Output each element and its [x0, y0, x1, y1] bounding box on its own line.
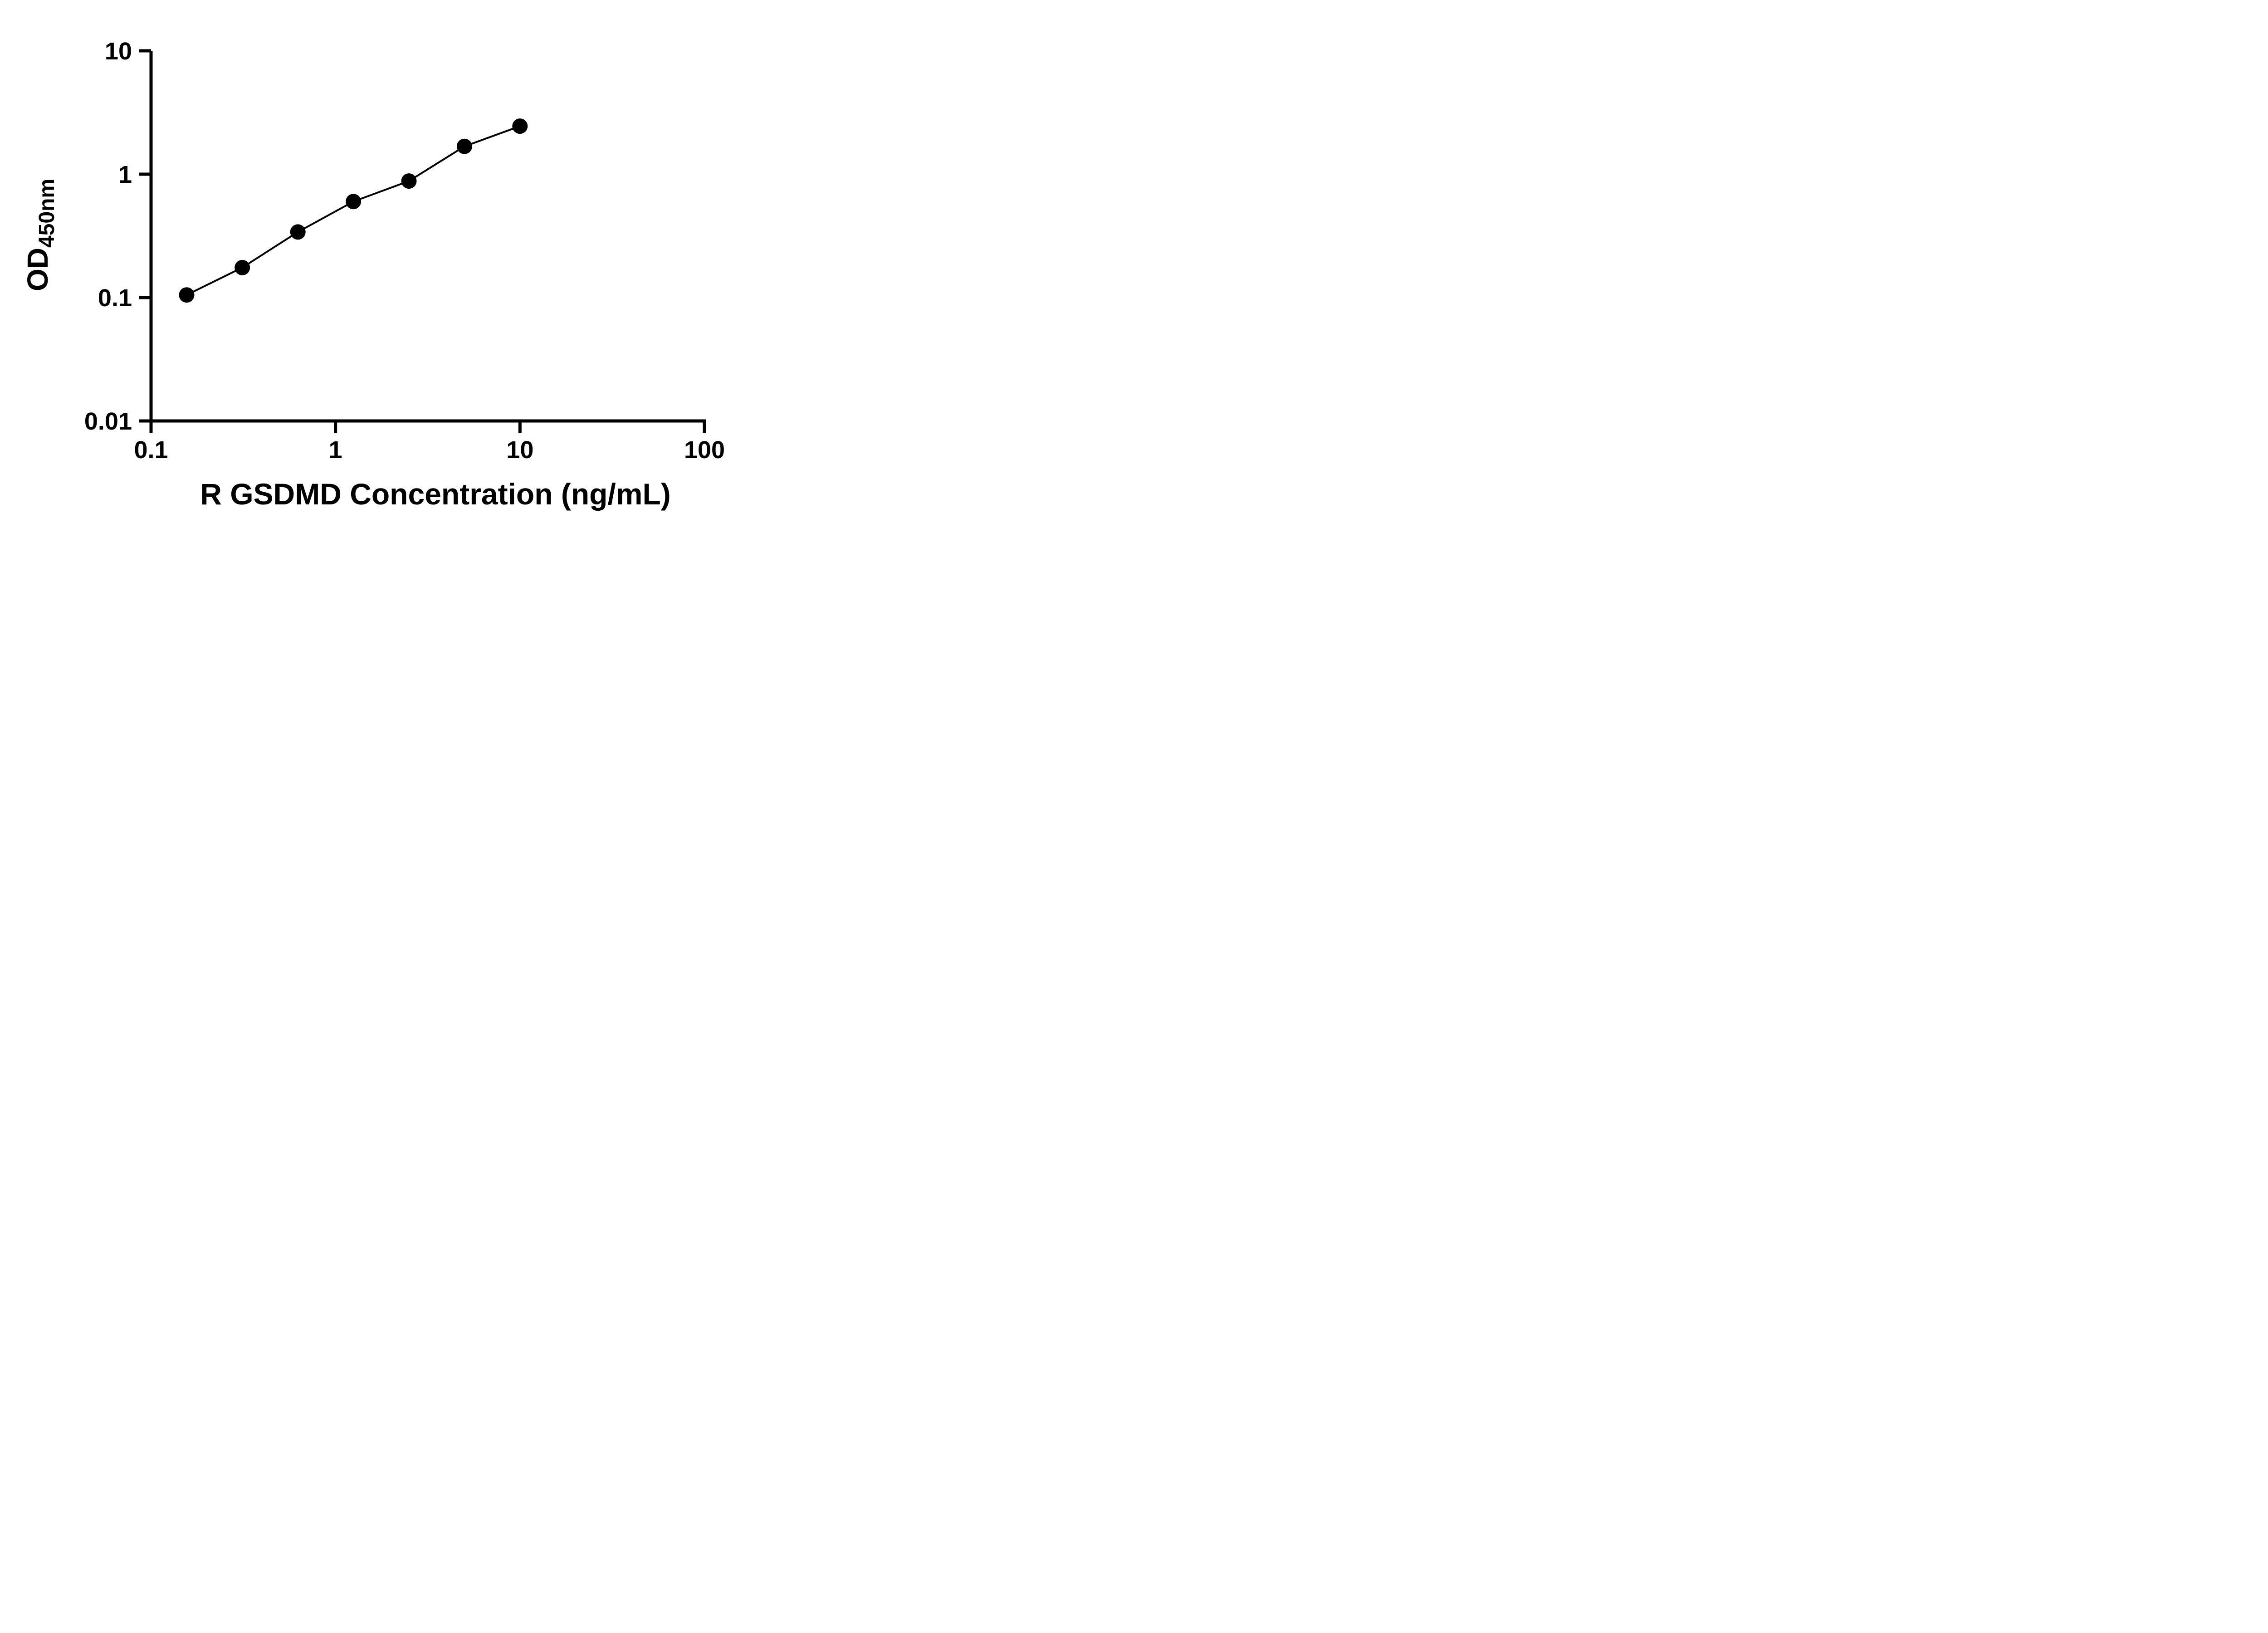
x-tick-label: 0.1	[134, 436, 168, 464]
elisa-standard-curve-figure: 0.1 1 10 100 0.01 0.1 1 10 OD450nm R GSDMD Concen…	[0, 0, 777, 544]
x-axis-title: R GSDMD Concentration (ng/mL)	[200, 477, 671, 511]
y-tick-label: 0.1	[98, 284, 132, 312]
x-tick-label: 1	[329, 436, 342, 464]
x-tick-label: 10	[506, 436, 533, 464]
data-point	[179, 287, 195, 303]
data-point	[235, 259, 250, 275]
data-point	[512, 118, 528, 134]
data-point	[401, 173, 417, 189]
y-axis-title: OD450nm	[21, 179, 59, 291]
data-point	[456, 138, 472, 154]
y-tick-label: 1	[118, 161, 132, 188]
data-point	[290, 224, 306, 240]
y-tick-label: 0.01	[84, 408, 132, 435]
x-tick-label: 100	[684, 436, 725, 464]
data-point	[346, 194, 362, 210]
chart-background	[0, 0, 777, 544]
y-tick-label: 10	[105, 38, 132, 65]
